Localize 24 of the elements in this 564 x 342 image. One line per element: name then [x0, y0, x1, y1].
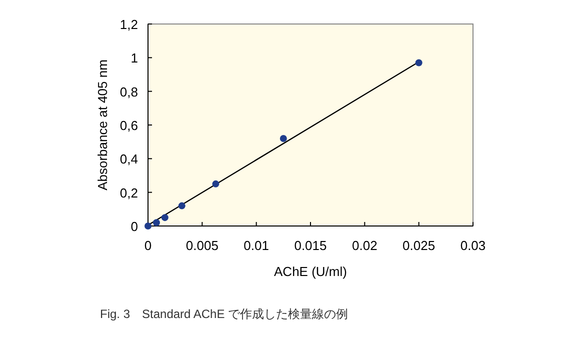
- point: [415, 59, 422, 66]
- point: [152, 219, 160, 226]
- y-tick-label: 0,2: [120, 185, 138, 200]
- x-tick-label: 0.01: [244, 238, 269, 253]
- caption: Fig. 3 Standard AChE で作成した検量線の例: [100, 307, 348, 321]
- point: [212, 180, 220, 188]
- y-tick-label: 1,2: [120, 17, 138, 32]
- point: [178, 202, 186, 210]
- x-tick-label: 0: [144, 238, 152, 253]
- y-tick-label: 0,4: [120, 152, 138, 167]
- point: [280, 134, 287, 142]
- y-tick-label: 0,6: [120, 118, 138, 133]
- x-axis-title: AChE (U/ml): [274, 264, 347, 279]
- y-tick-label: 0: [130, 219, 138, 234]
- point: [161, 214, 168, 222]
- point: [144, 222, 152, 230]
- y-tick-label: 1: [130, 50, 138, 66]
- y-tick-label: 0,8: [120, 84, 138, 100]
- x-tick-label: 0.005: [186, 238, 218, 253]
- x-tick-label: 0.015: [294, 238, 327, 253]
- x-tick-label: 0.02: [352, 238, 378, 253]
- y-axis-title: Absorbance at 405 nm: [95, 60, 110, 190]
- x-tick-label: 0.03: [460, 238, 486, 253]
- x-tick-label: 0.025: [402, 238, 436, 253]
